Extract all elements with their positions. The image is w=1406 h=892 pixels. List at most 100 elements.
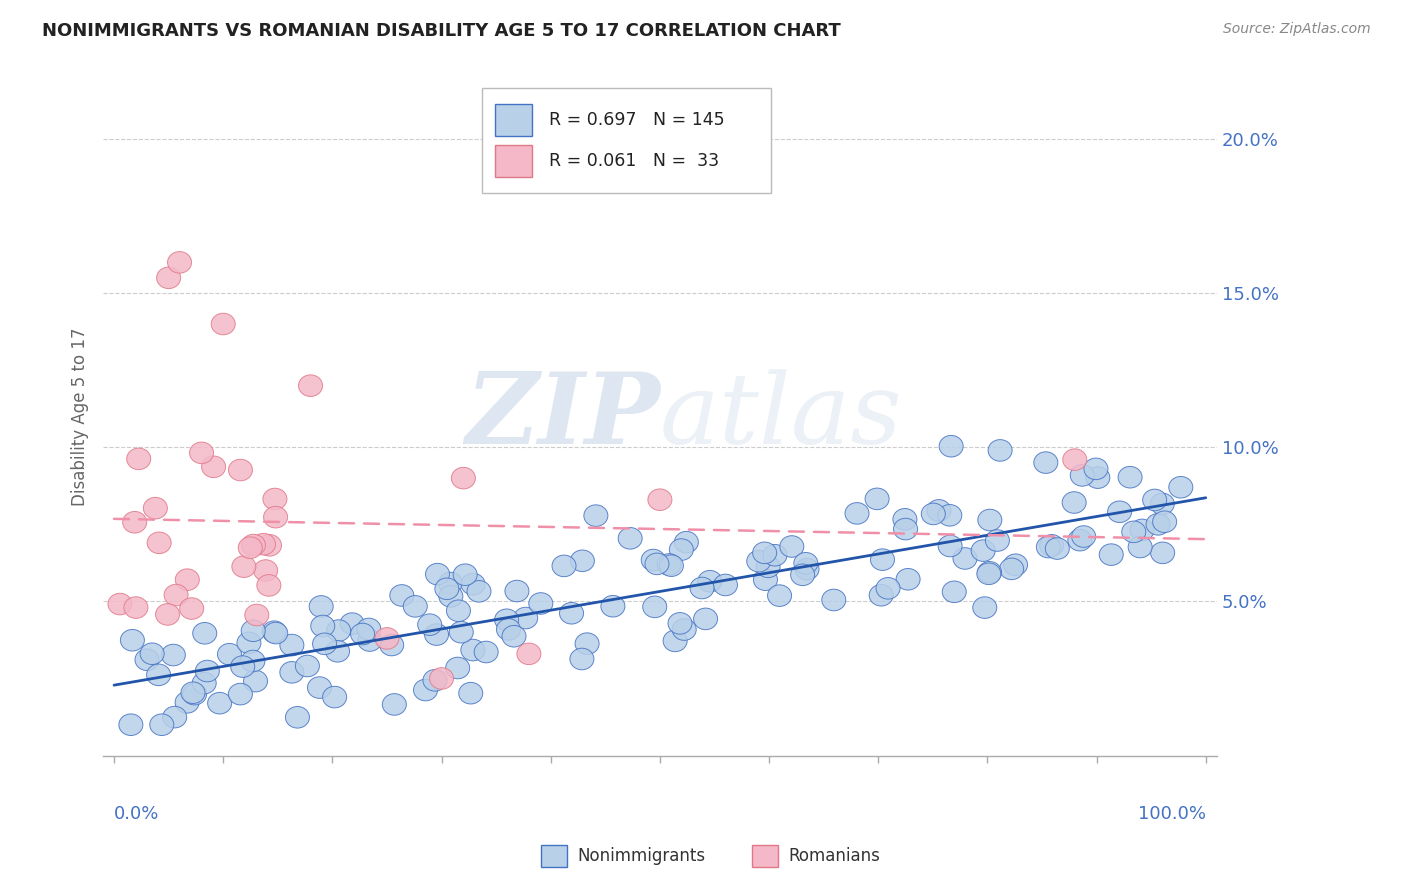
Ellipse shape: [120, 714, 143, 736]
Ellipse shape: [1045, 538, 1070, 559]
Ellipse shape: [672, 619, 696, 640]
Ellipse shape: [1036, 536, 1060, 558]
Text: R = 0.697   N = 145: R = 0.697 N = 145: [548, 112, 724, 129]
Ellipse shape: [298, 375, 322, 396]
Ellipse shape: [242, 534, 266, 556]
Ellipse shape: [1000, 558, 1024, 580]
Ellipse shape: [218, 643, 242, 665]
Ellipse shape: [938, 505, 962, 526]
Ellipse shape: [382, 694, 406, 715]
Ellipse shape: [280, 634, 304, 656]
Ellipse shape: [1168, 476, 1192, 498]
Ellipse shape: [1039, 534, 1064, 556]
FancyBboxPatch shape: [495, 145, 531, 178]
Ellipse shape: [228, 459, 253, 481]
Ellipse shape: [942, 581, 966, 603]
Ellipse shape: [404, 596, 427, 617]
Ellipse shape: [211, 313, 235, 334]
Ellipse shape: [156, 604, 180, 625]
Ellipse shape: [280, 662, 304, 683]
Ellipse shape: [953, 548, 977, 569]
Ellipse shape: [439, 585, 463, 607]
Ellipse shape: [201, 456, 225, 477]
Ellipse shape: [495, 609, 519, 631]
Ellipse shape: [309, 596, 333, 617]
Ellipse shape: [1071, 525, 1095, 548]
Ellipse shape: [245, 604, 269, 626]
Text: R = 0.061   N =  33: R = 0.061 N = 33: [548, 152, 718, 169]
Ellipse shape: [242, 620, 266, 641]
Ellipse shape: [747, 550, 770, 572]
Ellipse shape: [423, 670, 447, 691]
Ellipse shape: [876, 577, 900, 599]
Ellipse shape: [426, 564, 450, 585]
Ellipse shape: [461, 640, 485, 661]
Ellipse shape: [326, 620, 350, 641]
Ellipse shape: [1153, 511, 1177, 533]
Ellipse shape: [208, 692, 232, 714]
Ellipse shape: [375, 628, 399, 649]
Text: 0.0%: 0.0%: [114, 805, 159, 822]
Ellipse shape: [127, 448, 150, 470]
Ellipse shape: [163, 706, 187, 728]
Ellipse shape: [380, 634, 404, 656]
Ellipse shape: [195, 660, 219, 681]
Ellipse shape: [312, 633, 336, 655]
Ellipse shape: [571, 550, 595, 572]
Ellipse shape: [165, 584, 188, 606]
Ellipse shape: [505, 581, 529, 602]
Ellipse shape: [560, 602, 583, 624]
Text: atlas: atlas: [659, 368, 903, 464]
Ellipse shape: [1084, 458, 1108, 480]
Ellipse shape: [794, 558, 820, 580]
Ellipse shape: [675, 532, 699, 553]
Ellipse shape: [162, 644, 186, 665]
Ellipse shape: [752, 542, 776, 564]
Ellipse shape: [231, 656, 254, 677]
Text: ZIP: ZIP: [465, 368, 659, 465]
Ellipse shape: [641, 549, 665, 571]
Ellipse shape: [193, 673, 217, 694]
Ellipse shape: [763, 544, 787, 566]
Ellipse shape: [146, 664, 170, 686]
Ellipse shape: [893, 508, 917, 530]
Ellipse shape: [756, 556, 780, 578]
Ellipse shape: [1122, 521, 1146, 542]
Ellipse shape: [122, 511, 146, 533]
Ellipse shape: [425, 624, 449, 646]
Ellipse shape: [659, 555, 683, 576]
Ellipse shape: [553, 555, 576, 577]
Ellipse shape: [1085, 467, 1109, 489]
Ellipse shape: [253, 560, 277, 582]
Ellipse shape: [1004, 554, 1028, 575]
Ellipse shape: [1150, 493, 1174, 515]
Ellipse shape: [264, 623, 288, 644]
Ellipse shape: [238, 632, 262, 654]
Ellipse shape: [1130, 519, 1154, 541]
Ellipse shape: [754, 569, 778, 591]
Ellipse shape: [167, 252, 191, 273]
Ellipse shape: [657, 554, 681, 575]
Ellipse shape: [1070, 465, 1094, 486]
Ellipse shape: [529, 592, 553, 615]
Ellipse shape: [190, 442, 214, 464]
Ellipse shape: [295, 656, 319, 677]
Ellipse shape: [458, 682, 482, 704]
Ellipse shape: [569, 648, 593, 670]
Ellipse shape: [243, 670, 267, 692]
Ellipse shape: [285, 706, 309, 728]
Text: Source: ZipAtlas.com: Source: ZipAtlas.com: [1223, 22, 1371, 37]
Ellipse shape: [1033, 452, 1057, 474]
Ellipse shape: [619, 527, 643, 549]
Ellipse shape: [927, 500, 950, 521]
Ellipse shape: [768, 585, 792, 607]
Ellipse shape: [896, 568, 920, 590]
Ellipse shape: [176, 569, 200, 591]
Ellipse shape: [790, 564, 814, 586]
Ellipse shape: [986, 530, 1010, 551]
Ellipse shape: [357, 630, 382, 651]
Ellipse shape: [263, 488, 287, 510]
Ellipse shape: [228, 683, 253, 705]
Ellipse shape: [181, 682, 205, 704]
Ellipse shape: [326, 640, 350, 662]
